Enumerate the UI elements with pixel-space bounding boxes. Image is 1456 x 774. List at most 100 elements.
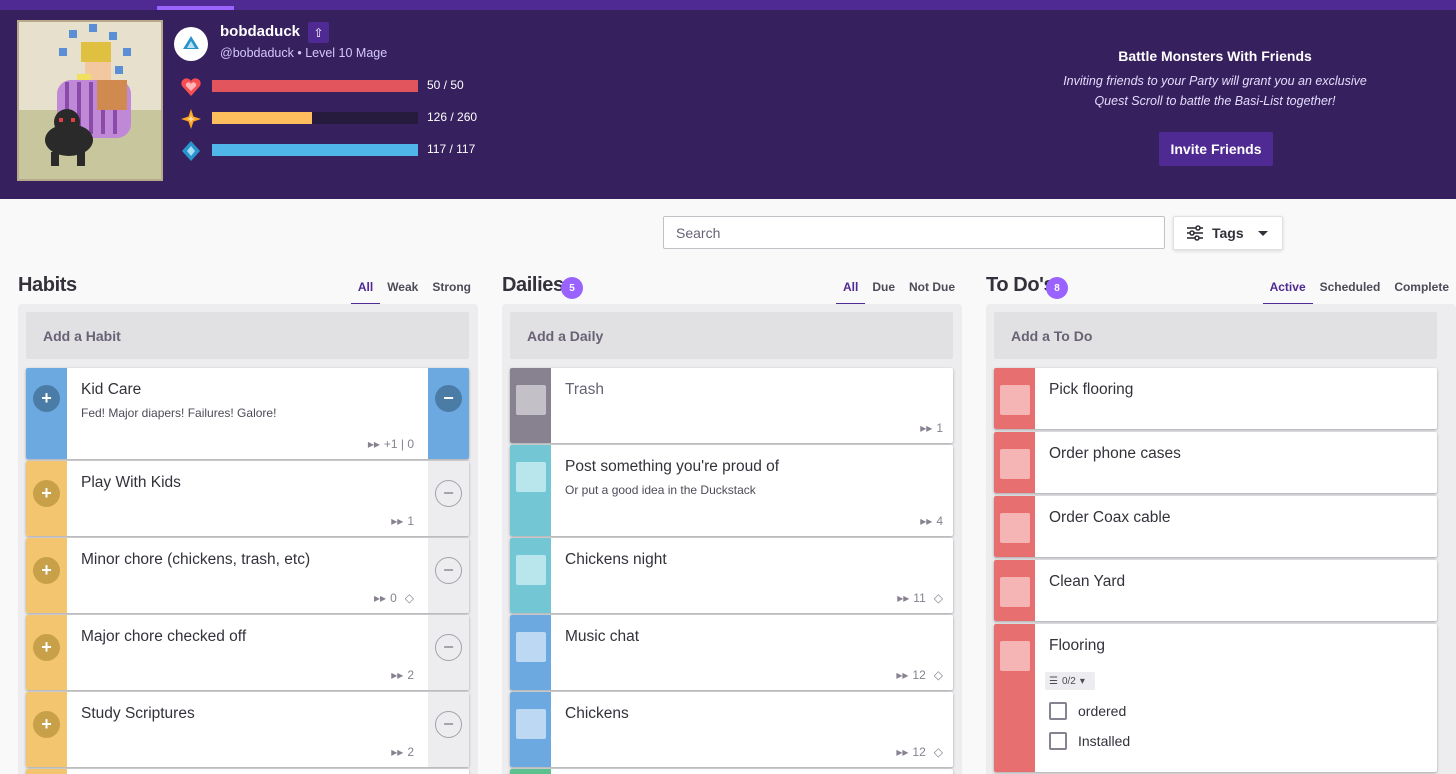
habit-plus-side[interactable]: + [26, 692, 67, 767]
habit-plus-side[interactable]: + [26, 368, 67, 459]
checkbox[interactable] [1000, 641, 1030, 671]
filter-all[interactable]: All [350, 276, 381, 305]
filter-active[interactable]: Active [1262, 276, 1313, 305]
todos-list: Add a To Do Pick flooring Order phone ca… [986, 304, 1456, 774]
todo-check-side[interactable] [994, 624, 1035, 772]
todo-card[interactable]: Order Coax cable [994, 496, 1437, 557]
habit-card[interactable] [26, 769, 469, 774]
habit-plus-side[interactable]: + [26, 538, 67, 613]
filter-strong[interactable]: Strong [432, 280, 471, 294]
habit-minus-side[interactable]: − [428, 615, 469, 690]
filter-all[interactable]: All [835, 276, 866, 305]
habit-card[interactable]: + Study Scriptures ▸▸ 2 − [26, 692, 469, 767]
daily-card[interactable] [510, 769, 953, 774]
daily-card[interactable]: Post something you're proud of Or put a … [510, 445, 953, 536]
todo-card[interactable]: Pick flooring [994, 368, 1437, 429]
add-todo-input[interactable]: Add a To Do [994, 312, 1437, 359]
todo-check-side[interactable] [994, 496, 1035, 557]
checkbox[interactable] [1000, 385, 1030, 415]
habit-plus-side[interactable]: + [26, 615, 67, 690]
habit-plus-side[interactable]: + [26, 461, 67, 536]
daily-streak: ▸▸ 1 [920, 421, 943, 435]
checklist-checkbox[interactable] [1049, 732, 1067, 750]
habit-counter: +1 | 0 [383, 437, 414, 451]
checkbox[interactable] [1000, 513, 1030, 543]
daily-card[interactable]: Chickens night ▸▸ 11 ◇ [510, 538, 953, 613]
search-input[interactable] [663, 216, 1165, 249]
daily-check-side[interactable] [510, 538, 551, 613]
habit-card[interactable]: + Minor chore (chickens, trash, etc) ▸▸ 0… [26, 538, 469, 613]
todo-card[interactable]: Flooring ☰ 0/2 ▾ ordered Installed [994, 624, 1437, 772]
health-bar-fill [212, 80, 418, 92]
habit-card[interactable]: + Kid Care Fed! Major diapers! Failures!… [26, 368, 469, 459]
checklist-item[interactable]: Installed [1049, 732, 1130, 750]
tags-dropdown[interactable]: Tags [1173, 216, 1283, 250]
avatar[interactable] [17, 20, 163, 181]
checkbox[interactable] [516, 709, 546, 739]
streak-icon: ▸▸ [367, 437, 380, 451]
filter-scheduled[interactable]: Scheduled [1319, 280, 1381, 294]
checkbox[interactable] [516, 462, 546, 492]
checkbox[interactable] [516, 385, 546, 415]
habit-minus-side[interactable]: − [428, 692, 469, 767]
todo-check-side[interactable] [994, 560, 1035, 621]
minus-icon[interactable]: − [435, 480, 462, 507]
habit-card[interactable]: + Play With Kids ▸▸ 1 − [26, 461, 469, 536]
plus-icon[interactable]: + [33, 711, 60, 738]
habits-filters: All Weak Strong [350, 276, 478, 305]
minus-icon[interactable]: − [435, 385, 462, 412]
plus-icon[interactable]: + [33, 557, 60, 584]
habit-streak: ▸▸ 2 [391, 668, 414, 682]
invite-friends-button[interactable]: Invite Friends [1159, 132, 1273, 166]
list-icon: ☰ [1049, 675, 1058, 687]
class-emblem-icon [174, 27, 208, 61]
filter-complete[interactable]: Complete [1394, 280, 1449, 294]
checkbox[interactable] [516, 632, 546, 662]
plus-icon[interactable]: + [33, 480, 60, 507]
checklist-toggle[interactable]: ☰ 0/2 ▾ [1045, 672, 1095, 690]
health-stat: 50 / 50 [178, 76, 498, 98]
daily-check-side[interactable] [510, 769, 551, 774]
habit-minus-side[interactable]: − [428, 461, 469, 536]
filter-weak[interactable]: Weak [387, 280, 419, 294]
plus-icon[interactable]: + [33, 385, 60, 412]
daily-check-side[interactable] [510, 615, 551, 690]
level-up-icon[interactable]: ⇧ [308, 22, 329, 43]
habit-counter: 2 [407, 745, 414, 759]
daily-card[interactable]: Music chat ▸▸ 12 ◇ [510, 615, 953, 690]
todo-card[interactable]: Clean Yard [994, 560, 1437, 621]
tag-icon: ◇ [404, 591, 414, 605]
daily-check-side[interactable] [510, 445, 551, 536]
checkbox[interactable] [1000, 577, 1030, 607]
add-daily-input[interactable]: Add a Daily [510, 312, 953, 359]
checkbox[interactable] [1000, 449, 1030, 479]
todo-check-side[interactable] [994, 368, 1035, 429]
checkbox[interactable] [516, 555, 546, 585]
habits-list: Add a Habit + Kid Care Fed! Major diaper… [18, 304, 478, 774]
todo-title: Clean Yard [1049, 573, 1126, 590]
mana-value: 117 / 117 [427, 142, 476, 156]
daily-card[interactable]: Trash ▸▸ 1 [510, 368, 953, 443]
filter-not-due[interactable]: Not Due [909, 280, 955, 294]
checklist-checkbox[interactable] [1049, 702, 1067, 720]
habit-minus-side[interactable]: − [428, 368, 469, 459]
daily-check-side[interactable] [510, 692, 551, 767]
habit-minus-side[interactable]: − [428, 538, 469, 613]
todo-card[interactable]: Order phone cases [994, 432, 1437, 493]
daily-check-side[interactable] [510, 368, 551, 443]
habit-plus-side[interactable] [26, 769, 67, 774]
todo-title: Flooring [1049, 637, 1105, 654]
streak-icon: ▸▸ [896, 745, 909, 759]
minus-icon[interactable]: − [435, 634, 462, 661]
filter-due[interactable]: Due [872, 280, 895, 294]
user-subtitle: @bobdaduck • Level 10 Mage [220, 46, 388, 60]
daily-title: Post something you're proud of [565, 458, 780, 475]
daily-card[interactable]: Chickens ▸▸ 12 ◇ [510, 692, 953, 767]
minus-icon[interactable]: − [435, 711, 462, 738]
add-habit-input[interactable]: Add a Habit [26, 312, 469, 359]
habit-card[interactable]: + Major chore checked off ▸▸ 2 − [26, 615, 469, 690]
minus-icon[interactable]: − [435, 557, 462, 584]
checklist-item[interactable]: ordered [1049, 702, 1126, 720]
todo-check-side[interactable] [994, 432, 1035, 493]
plus-icon[interactable]: + [33, 634, 60, 661]
